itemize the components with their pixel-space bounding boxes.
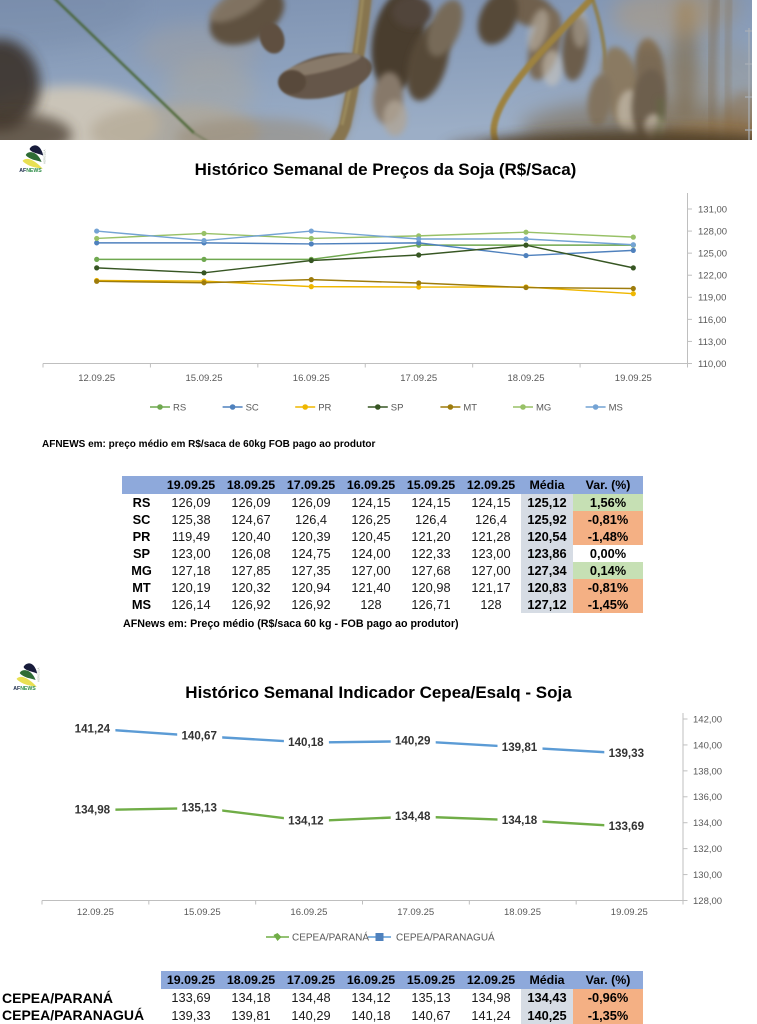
svg-text:139,33: 139,33 (609, 747, 645, 760)
svg-text:113,00: 113,00 (698, 337, 726, 348)
svg-text:140,00: 140,00 (693, 740, 722, 751)
svg-text:141,24: 141,24 (75, 722, 111, 735)
svg-text:SC: SC (246, 402, 259, 413)
svg-text:134,48: 134,48 (395, 810, 431, 823)
svg-text:128,00: 128,00 (693, 896, 722, 907)
svg-text:119,00: 119,00 (698, 293, 726, 304)
svg-text:131,00: 131,00 (698, 204, 727, 215)
svg-text:140,67: 140,67 (181, 730, 216, 743)
svg-text:17.09.25: 17.09.25 (400, 373, 437, 384)
svg-text:AFNEWS: AFNEWS (13, 686, 36, 692)
svg-text:AGRICOLA: AGRICOLA (42, 150, 46, 164)
svg-text:AGRICOLA: AGRICOLA (36, 668, 40, 682)
svg-text:125,00: 125,00 (698, 249, 727, 260)
svg-text:110,00: 110,00 (698, 359, 726, 370)
svg-text:12.09.25: 12.09.25 (77, 907, 114, 918)
svg-text:135,13: 135,13 (181, 802, 217, 815)
svg-text:19.09.25: 19.09.25 (615, 373, 652, 384)
svg-text:133,69: 133,69 (609, 820, 645, 833)
svg-text:136,00: 136,00 (693, 792, 722, 803)
svg-text:138,00: 138,00 (693, 766, 722, 777)
svg-text:139,81: 139,81 (502, 741, 538, 754)
svg-text:134,12: 134,12 (288, 815, 323, 828)
svg-text:MT: MT (463, 402, 477, 413)
svg-text:16.09.25: 16.09.25 (293, 373, 330, 384)
svg-text:15.09.25: 15.09.25 (184, 907, 221, 918)
svg-text:130,00: 130,00 (693, 870, 722, 881)
svg-text:19.09.25: 19.09.25 (611, 907, 648, 918)
svg-text:128,00: 128,00 (698, 226, 727, 237)
svg-text:18.09.25: 18.09.25 (508, 373, 545, 384)
svg-text:15.09.25: 15.09.25 (186, 373, 223, 384)
svg-text:MG: MG (536, 402, 551, 413)
svg-text:AFNEWS: AFNEWS (19, 168, 42, 174)
svg-text:116,00: 116,00 (698, 315, 726, 326)
svg-text:122,00: 122,00 (698, 271, 727, 282)
svg-text:18.09.25: 18.09.25 (504, 907, 541, 918)
svg-text:134,18: 134,18 (502, 814, 538, 827)
svg-text:CEPEA/PARANAGUÁ: CEPEA/PARANAGUÁ (396, 930, 495, 943)
svg-text:12.09.25: 12.09.25 (78, 373, 115, 384)
svg-text:MS: MS (609, 402, 623, 413)
svg-text:142,00: 142,00 (693, 714, 722, 725)
svg-text:16.09.25: 16.09.25 (290, 907, 327, 918)
svg-text:SP: SP (391, 402, 404, 413)
svg-text:PR: PR (318, 402, 331, 413)
svg-text:134,98: 134,98 (75, 804, 111, 817)
svg-text:CEPEA/PARANÁ: CEPEA/PARANÁ (292, 930, 369, 943)
svg-text:140,29: 140,29 (395, 735, 431, 748)
svg-text:17.09.25: 17.09.25 (397, 907, 434, 918)
svg-text:RS: RS (173, 402, 186, 413)
svg-text:134,00: 134,00 (693, 818, 722, 829)
svg-text:140,18: 140,18 (288, 736, 324, 749)
svg-text:132,00: 132,00 (693, 844, 722, 855)
